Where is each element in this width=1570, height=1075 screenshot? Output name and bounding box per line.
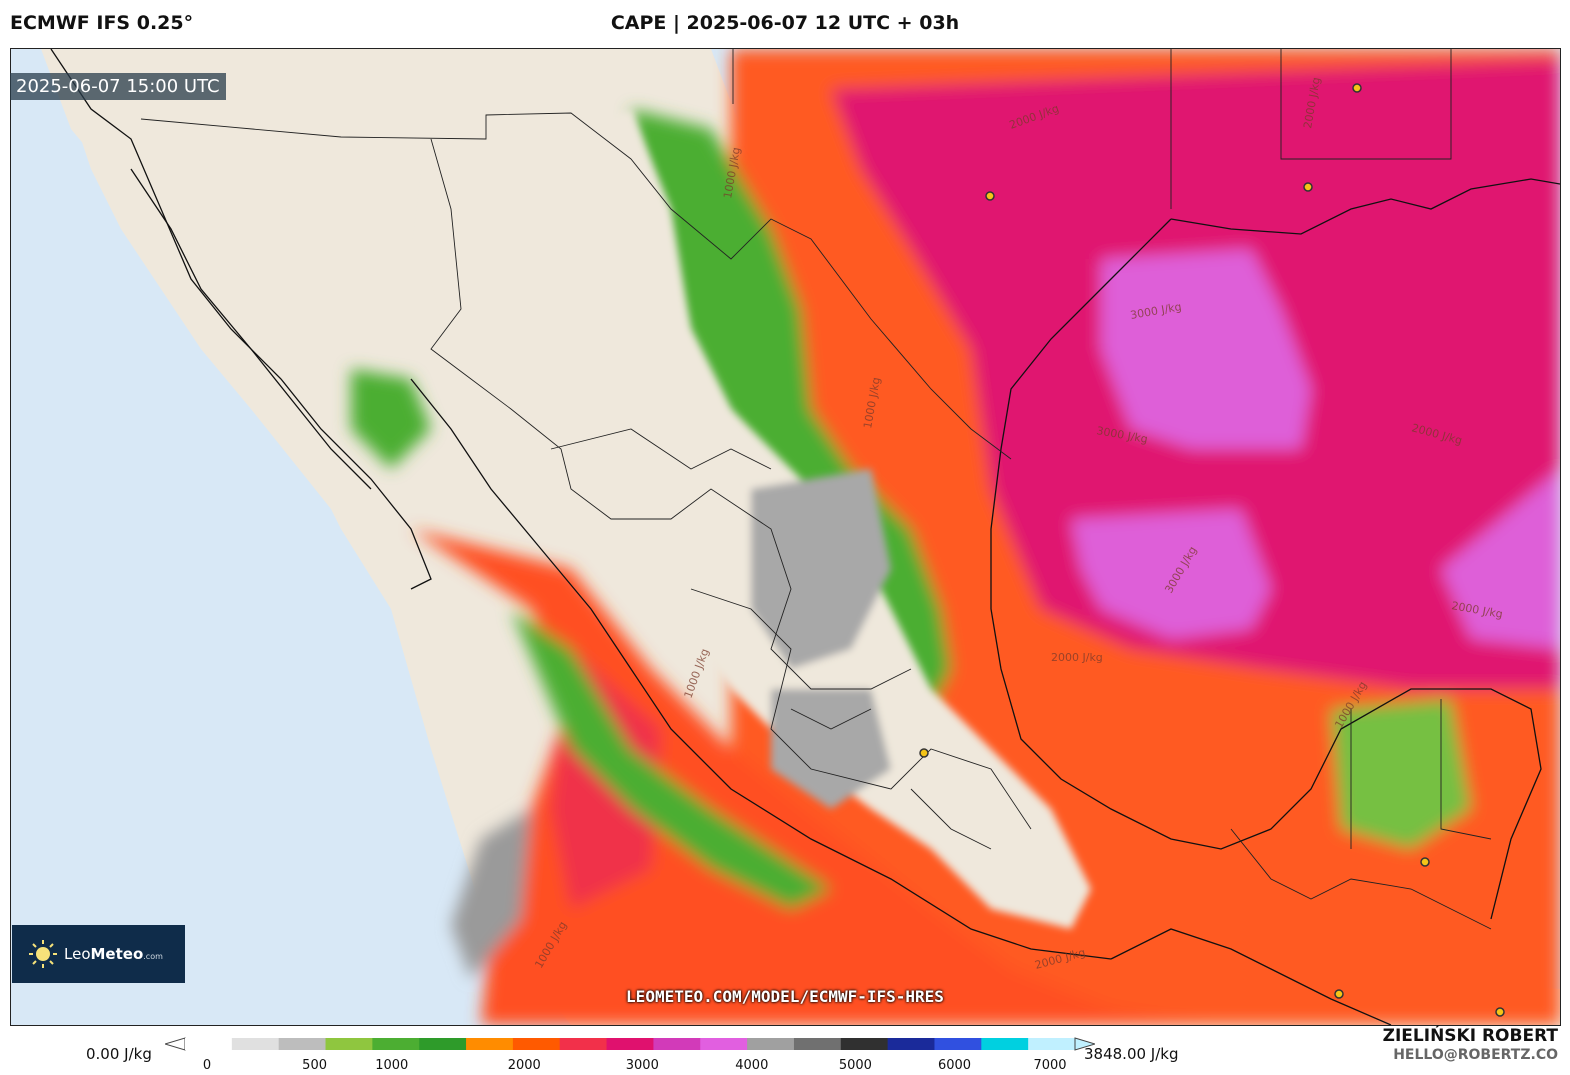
colorbar-segment xyxy=(653,1038,701,1050)
colorbar-segment xyxy=(793,1038,842,1050)
legend-tick-label: 4000 xyxy=(735,1058,769,1073)
cape-field-green-sonora xyxy=(351,369,431,469)
highland-grey-2 xyxy=(771,689,891,809)
legend-tick-label: 500 xyxy=(302,1058,328,1073)
cape-field-pink-2 xyxy=(1071,509,1271,639)
colorbar-min-arrow xyxy=(165,1037,186,1051)
source-url[interactable]: LEOMETEO.COM/MODEL/ECMWF-IFS-HRES xyxy=(626,987,944,1006)
colorbar-segment xyxy=(840,1038,889,1050)
author-name: ZIELIŃSKI ROBERT xyxy=(1382,1026,1558,1046)
colorbar-segment xyxy=(559,1038,608,1050)
colorbar-segment xyxy=(185,1038,233,1050)
baja-california xyxy=(71,109,411,579)
legend-max-value: 3848.00 J/kg xyxy=(1084,1045,1179,1063)
cape-field-pink-3 xyxy=(1441,469,1560,649)
cape-field-green-sw xyxy=(511,609,831,909)
author-email[interactable]: HELLO@ROBERTZ.CO xyxy=(1393,1047,1558,1063)
chart-title: CAPE | 2025-06-07 12 UTC + 03h xyxy=(610,12,960,34)
colorbar-segment xyxy=(512,1038,561,1050)
legend-tick-label: 7000 xyxy=(1033,1058,1067,1073)
colorbar-segment xyxy=(278,1038,327,1050)
colorbar xyxy=(165,1037,1095,1051)
legend-tick-label: 6000 xyxy=(937,1058,972,1073)
legend-tick-label: 5000 xyxy=(838,1058,872,1073)
legend-min-value: 0.00 J/kg xyxy=(86,1045,152,1063)
colorbar-max-arrow xyxy=(1074,1037,1095,1051)
colorbar-segment xyxy=(747,1038,795,1050)
colorbar-segment xyxy=(606,1038,654,1050)
city-markers xyxy=(919,83,1505,1017)
leometeo-logo[interactable]: LeoMeteo.com xyxy=(12,925,185,983)
cape-field-grey-pacific xyxy=(451,809,531,979)
cape-field-pink-1 xyxy=(1101,249,1311,449)
colorbar-segment xyxy=(700,1038,748,1050)
colorbar-segment xyxy=(231,1038,280,1050)
legend-tick-label: 0 xyxy=(202,1058,212,1073)
colorbar-segment xyxy=(1028,1038,1076,1050)
logo-wordmark: LeoMeteo.com xyxy=(64,945,163,963)
legend-tick-label: 2000 xyxy=(507,1058,541,1073)
legend-tick-label: 3000 xyxy=(625,1058,659,1073)
colorbar-segment xyxy=(466,1038,514,1050)
colorbar-segment xyxy=(934,1038,982,1050)
cape-field-green-yuc xyxy=(1331,699,1471,849)
cape-map[interactable]: 1000 J/kg 1000 J/kg 2000 J/kg 3000 J/kg 3000… xyxy=(10,48,1561,1026)
colorbar-segment xyxy=(887,1038,935,1050)
legend-tick-label: 1000 xyxy=(375,1058,409,1073)
model-name: ECMWF IFS 0.25° xyxy=(10,12,194,34)
colorbar-segment xyxy=(981,1038,1029,1050)
sun-icon xyxy=(29,940,57,968)
coastlines xyxy=(50,49,1560,1025)
colorbar-segment xyxy=(419,1038,467,1050)
borders xyxy=(140,49,1492,930)
colorbar-segment xyxy=(325,1038,373,1050)
highland-grey xyxy=(751,469,891,669)
contour-label: 2000 J/kg xyxy=(1051,651,1103,664)
cape-field-pacific xyxy=(411,529,1211,1025)
colorbar-segment xyxy=(372,1038,420,1050)
valid-time-badge: 2025-06-07 15:00 UTC xyxy=(10,73,226,100)
